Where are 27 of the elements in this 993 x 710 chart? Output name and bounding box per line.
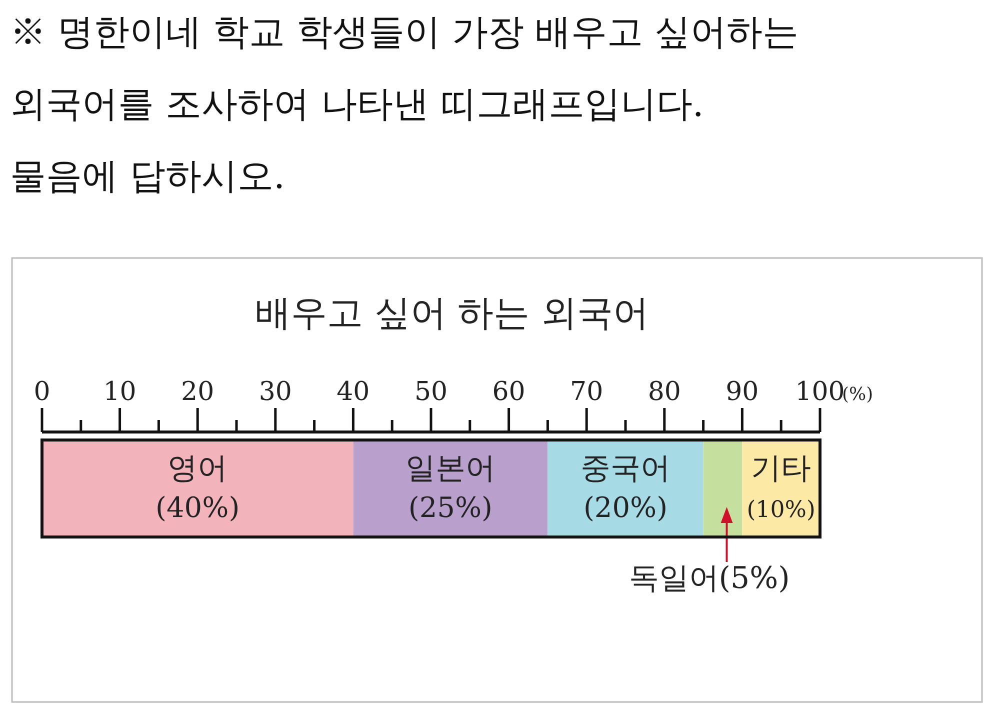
x-tick-label: 30 bbox=[258, 377, 292, 407]
series-label: 영어 bbox=[168, 451, 228, 486]
data-label: (5%) bbox=[718, 561, 790, 596]
x-tick-label: 100 bbox=[795, 377, 845, 407]
bar bbox=[42, 440, 354, 537]
x-tick-label: 40 bbox=[336, 377, 370, 407]
x-tick-label: 70 bbox=[570, 377, 604, 407]
x-tick-label: 60 bbox=[492, 377, 526, 407]
x-tick-label: 90 bbox=[726, 377, 759, 407]
data-label: (25%) bbox=[408, 491, 492, 524]
x-tick-label: 50 bbox=[414, 377, 448, 407]
data-label: (20%) bbox=[583, 491, 668, 524]
x-tick-label: 80 bbox=[648, 377, 681, 407]
x-tick-label: 0 bbox=[34, 377, 50, 407]
x-axis-title: (%) bbox=[842, 384, 874, 405]
data-label: (40%) bbox=[156, 491, 240, 524]
series-label: 기타 bbox=[751, 451, 812, 486]
data-label: (10%) bbox=[746, 497, 816, 523]
series-label: 중국어 bbox=[580, 451, 670, 486]
x-tick-label: 10 bbox=[103, 377, 136, 407]
chart-title: 배우고 싶어 하는 외국어 bbox=[254, 293, 650, 334]
series-label: 독일어 bbox=[628, 561, 719, 596]
text: ※ 명한이네 학교 학생들이 가장 배우고 싶어하는 외국어를 조사하여 나타낸 띠그래프입니다. 물음에 답하시오. bbox=[10, 12, 799, 197]
x-tick-label: 20 bbox=[181, 377, 214, 407]
bar bbox=[353, 440, 548, 537]
series-label: 일본어 bbox=[405, 451, 496, 486]
bar bbox=[703, 440, 742, 537]
